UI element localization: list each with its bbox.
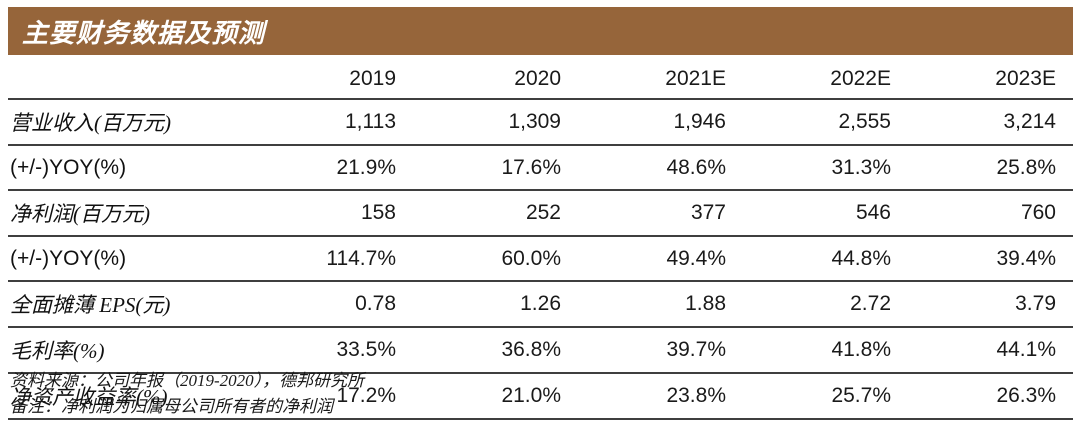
cell-value: 33.5%: [248, 327, 413, 374]
cell-value: 1.88: [578, 281, 743, 328]
row-label: 净利润(百万元): [8, 190, 248, 237]
year-header-row: 2019 2020 2021E 2022E 2023E: [8, 55, 1073, 100]
row-label: 净资产收益率(%): [8, 373, 248, 420]
cell-value: 3,214: [908, 99, 1073, 146]
cell-value: 252: [413, 190, 578, 237]
cell-value: 21.0%: [413, 373, 578, 420]
financial-data-table: 2019 2020 2021E 2022E 2023E 营业收入(百万元) 1,…: [8, 55, 1073, 420]
cell-value: 23.8%: [578, 373, 743, 420]
remark-note: 备注：净利润为归属母公司所有者的净利润: [10, 397, 333, 417]
cell-value: 48.6%: [578, 145, 743, 191]
cell-value: 377: [578, 190, 743, 237]
cell-value: 114.7%: [248, 236, 413, 282]
table-row-net-profit-yoy: (+/-)YOY(%) 114.7% 60.0% 49.4% 44.8% 39.…: [8, 236, 1073, 282]
cell-value: 41.8%: [743, 327, 908, 374]
cell-value: 2.72: [743, 281, 908, 328]
cell-value: 39.4%: [908, 236, 1073, 282]
cell-value: 26.3%: [908, 373, 1073, 420]
table-row-gross-margin: 毛利率(%) 33.5% 36.8% 39.7% 41.8% 44.1%: [8, 327, 1073, 374]
cell-value: 25.7%: [743, 373, 908, 420]
row-label: 全面摊薄 EPS(元): [8, 281, 248, 328]
cell-value: 44.8%: [743, 236, 908, 282]
year-header-2022e: 2022E: [743, 55, 908, 100]
cell-value: 546: [743, 190, 908, 237]
cell-value: 25.8%: [908, 145, 1073, 191]
section-title-bar: 主要财务数据及预测: [8, 7, 1073, 55]
cell-value: 1,946: [578, 99, 743, 146]
cell-value: 39.7%: [578, 327, 743, 374]
year-header-2019: 2019: [248, 55, 413, 100]
table-row-net-profit: 净利润(百万元) 158 252 377 546 760: [8, 190, 1073, 237]
year-header-2023e: 2023E: [908, 55, 1073, 100]
cell-value: 44.1%: [908, 327, 1073, 374]
source-note: 资料来源：公司年报（2019-2020），德邦研究所: [10, 371, 365, 390]
cell-value: 158: [248, 190, 413, 237]
row-label: (+/-)YOY(%): [8, 236, 248, 282]
cell-value: 1,309: [413, 99, 578, 146]
row-label: 毛利率(%): [8, 327, 248, 374]
cell-value: 17.6%: [413, 145, 578, 191]
year-header-spacer: [8, 55, 248, 100]
year-header-2020: 2020: [413, 55, 578, 100]
cell-value: 49.4%: [578, 236, 743, 282]
cell-value: 0.78: [248, 281, 413, 328]
cell-value: 760: [908, 190, 1073, 237]
cell-value: 21.9%: [248, 145, 413, 191]
cell-value: 1.26: [413, 281, 578, 328]
cell-value: 2,555: [743, 99, 908, 146]
cell-value: 36.8%: [413, 327, 578, 374]
table-row-revenue-yoy: (+/-)YOY(%) 21.9% 17.6% 48.6% 31.3% 25.8…: [8, 145, 1073, 191]
table-row-revenue: 营业收入(百万元) 1,113 1,309 1,946 2,555 3,214: [8, 99, 1073, 146]
year-header-2021e: 2021E: [578, 55, 743, 100]
row-label: 营业收入(百万元): [8, 99, 248, 146]
row-label: (+/-)YOY(%): [8, 145, 248, 191]
cell-value: 17.2%: [248, 373, 413, 420]
table-row-eps: 全面摊薄 EPS(元) 0.78 1.26 1.88 2.72 3.79: [8, 281, 1073, 328]
section-title: 主要财务数据及预测: [22, 18, 266, 48]
cell-value: 60.0%: [413, 236, 578, 282]
cell-value: 1,113: [248, 99, 413, 146]
cell-value: 3.79: [908, 281, 1073, 328]
cell-value: 31.3%: [743, 145, 908, 191]
table-footer: 资料来源：公司年报（2019-2020），德邦研究所 备注：净利润为归属母公司所…: [10, 368, 1070, 421]
table-row-roe: 净资产收益率(%) 17.2% 21.0% 23.8% 25.7% 26.3%: [8, 373, 1073, 420]
